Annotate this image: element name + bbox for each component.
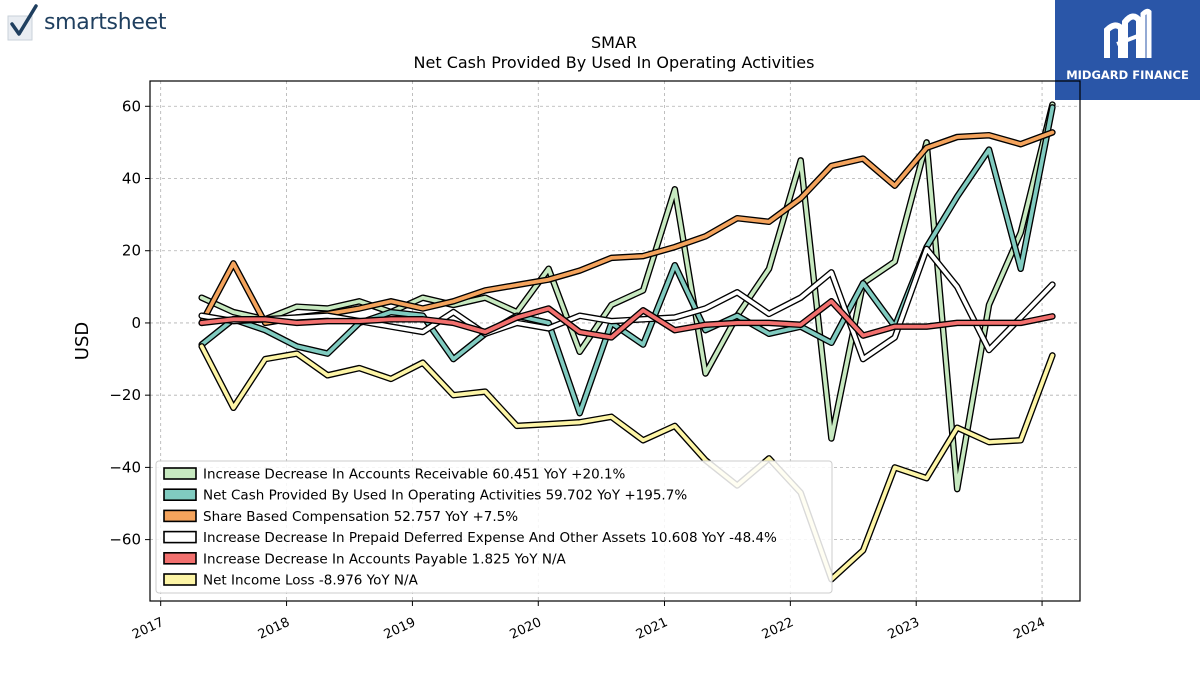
x-tick-label: 2024: [1011, 615, 1047, 643]
smartsheet-logo: smartsheet: [6, 4, 186, 44]
x-tick-label: 2018: [256, 615, 292, 643]
x-axis: 2017 2018 2019 2020 2021 2022 2023 2024: [130, 601, 1048, 643]
x-tick-label: 2020: [508, 615, 544, 643]
legend-entry-label: Net Cash Provided By Used In Operating A…: [203, 488, 687, 504]
series-outline-increase-decrease-in-prepaid-deferred-expense-and-other-assets: [198, 245, 1056, 363]
legend-swatch: [163, 509, 197, 523]
plot-frame: [149, 80, 1081, 602]
y-tick-label: 0: [131, 314, 141, 332]
legend-swatch: [163, 551, 197, 565]
x-tick-label: 2017: [130, 615, 166, 643]
y-axis-label: USD: [72, 322, 93, 360]
legend-entry-label: Share Based Compensation 52.757 YoY +7.5…: [203, 509, 518, 525]
legend-entry-label: Increase Decrease In Prepaid Deferred Ex…: [203, 530, 777, 546]
y-tick-label: −20: [109, 386, 141, 404]
legend-entry-label: Increase Decrease In Accounts Payable 1.…: [203, 551, 566, 567]
y-tick-label: 60: [122, 97, 141, 115]
y-axis: 60 40 20 0 −20 −40 −60: [109, 97, 150, 549]
series-lines: [198, 101, 1056, 583]
smartsheet-wordmark: smartsheet: [44, 10, 167, 35]
chart-subtitle: Net Cash Provided By Used In Operating A…: [414, 53, 815, 72]
legend-box: [155, 460, 833, 594]
y-tick-label: −60: [109, 531, 141, 549]
legend-swatch: [163, 467, 197, 480]
series-line-net-income-loss: [199, 344, 1055, 582]
checkmark-icon: [7, 4, 38, 41]
legend: Increase Decrease In Accounts Receivable…: [155, 460, 833, 594]
y-tick-label: 40: [122, 170, 141, 188]
legend-swatch: [163, 530, 197, 544]
midgard-monogram-icon: [1104, 8, 1152, 58]
legend-entry-label: Net Income Loss -8.976 YoY N/A: [203, 573, 419, 589]
x-tick-label: 2022: [760, 615, 796, 643]
legend-swatch: [163, 488, 197, 502]
legend-swatch: [163, 573, 197, 586]
y-tick-label: −40: [109, 458, 141, 476]
chart-title: SMAR: [591, 33, 637, 52]
x-tick-label: 2021: [634, 615, 670, 643]
series-line-increase-decrease-in-accounts-receivable: [199, 102, 1055, 492]
x-tick-label: 2023: [886, 615, 922, 643]
legend-entry-label: Increase Decrease In Accounts Receivable…: [203, 467, 626, 483]
x-tick-label: 2019: [382, 615, 418, 643]
midgard-finance-wordmark: MIDGARD FINANCE: [1066, 68, 1189, 82]
series-line-increase-decrease-in-prepaid-deferred-expense-and-other-assets: [199, 246, 1055, 362]
midgard-finance-logo: MIDGARD FINANCE: [1055, 0, 1200, 100]
series-line-increase-decrease-in-accounts-payable: [199, 299, 1055, 340]
y-tick-label: 20: [122, 242, 141, 260]
series-line-share-based-compensation: [199, 130, 1055, 325]
